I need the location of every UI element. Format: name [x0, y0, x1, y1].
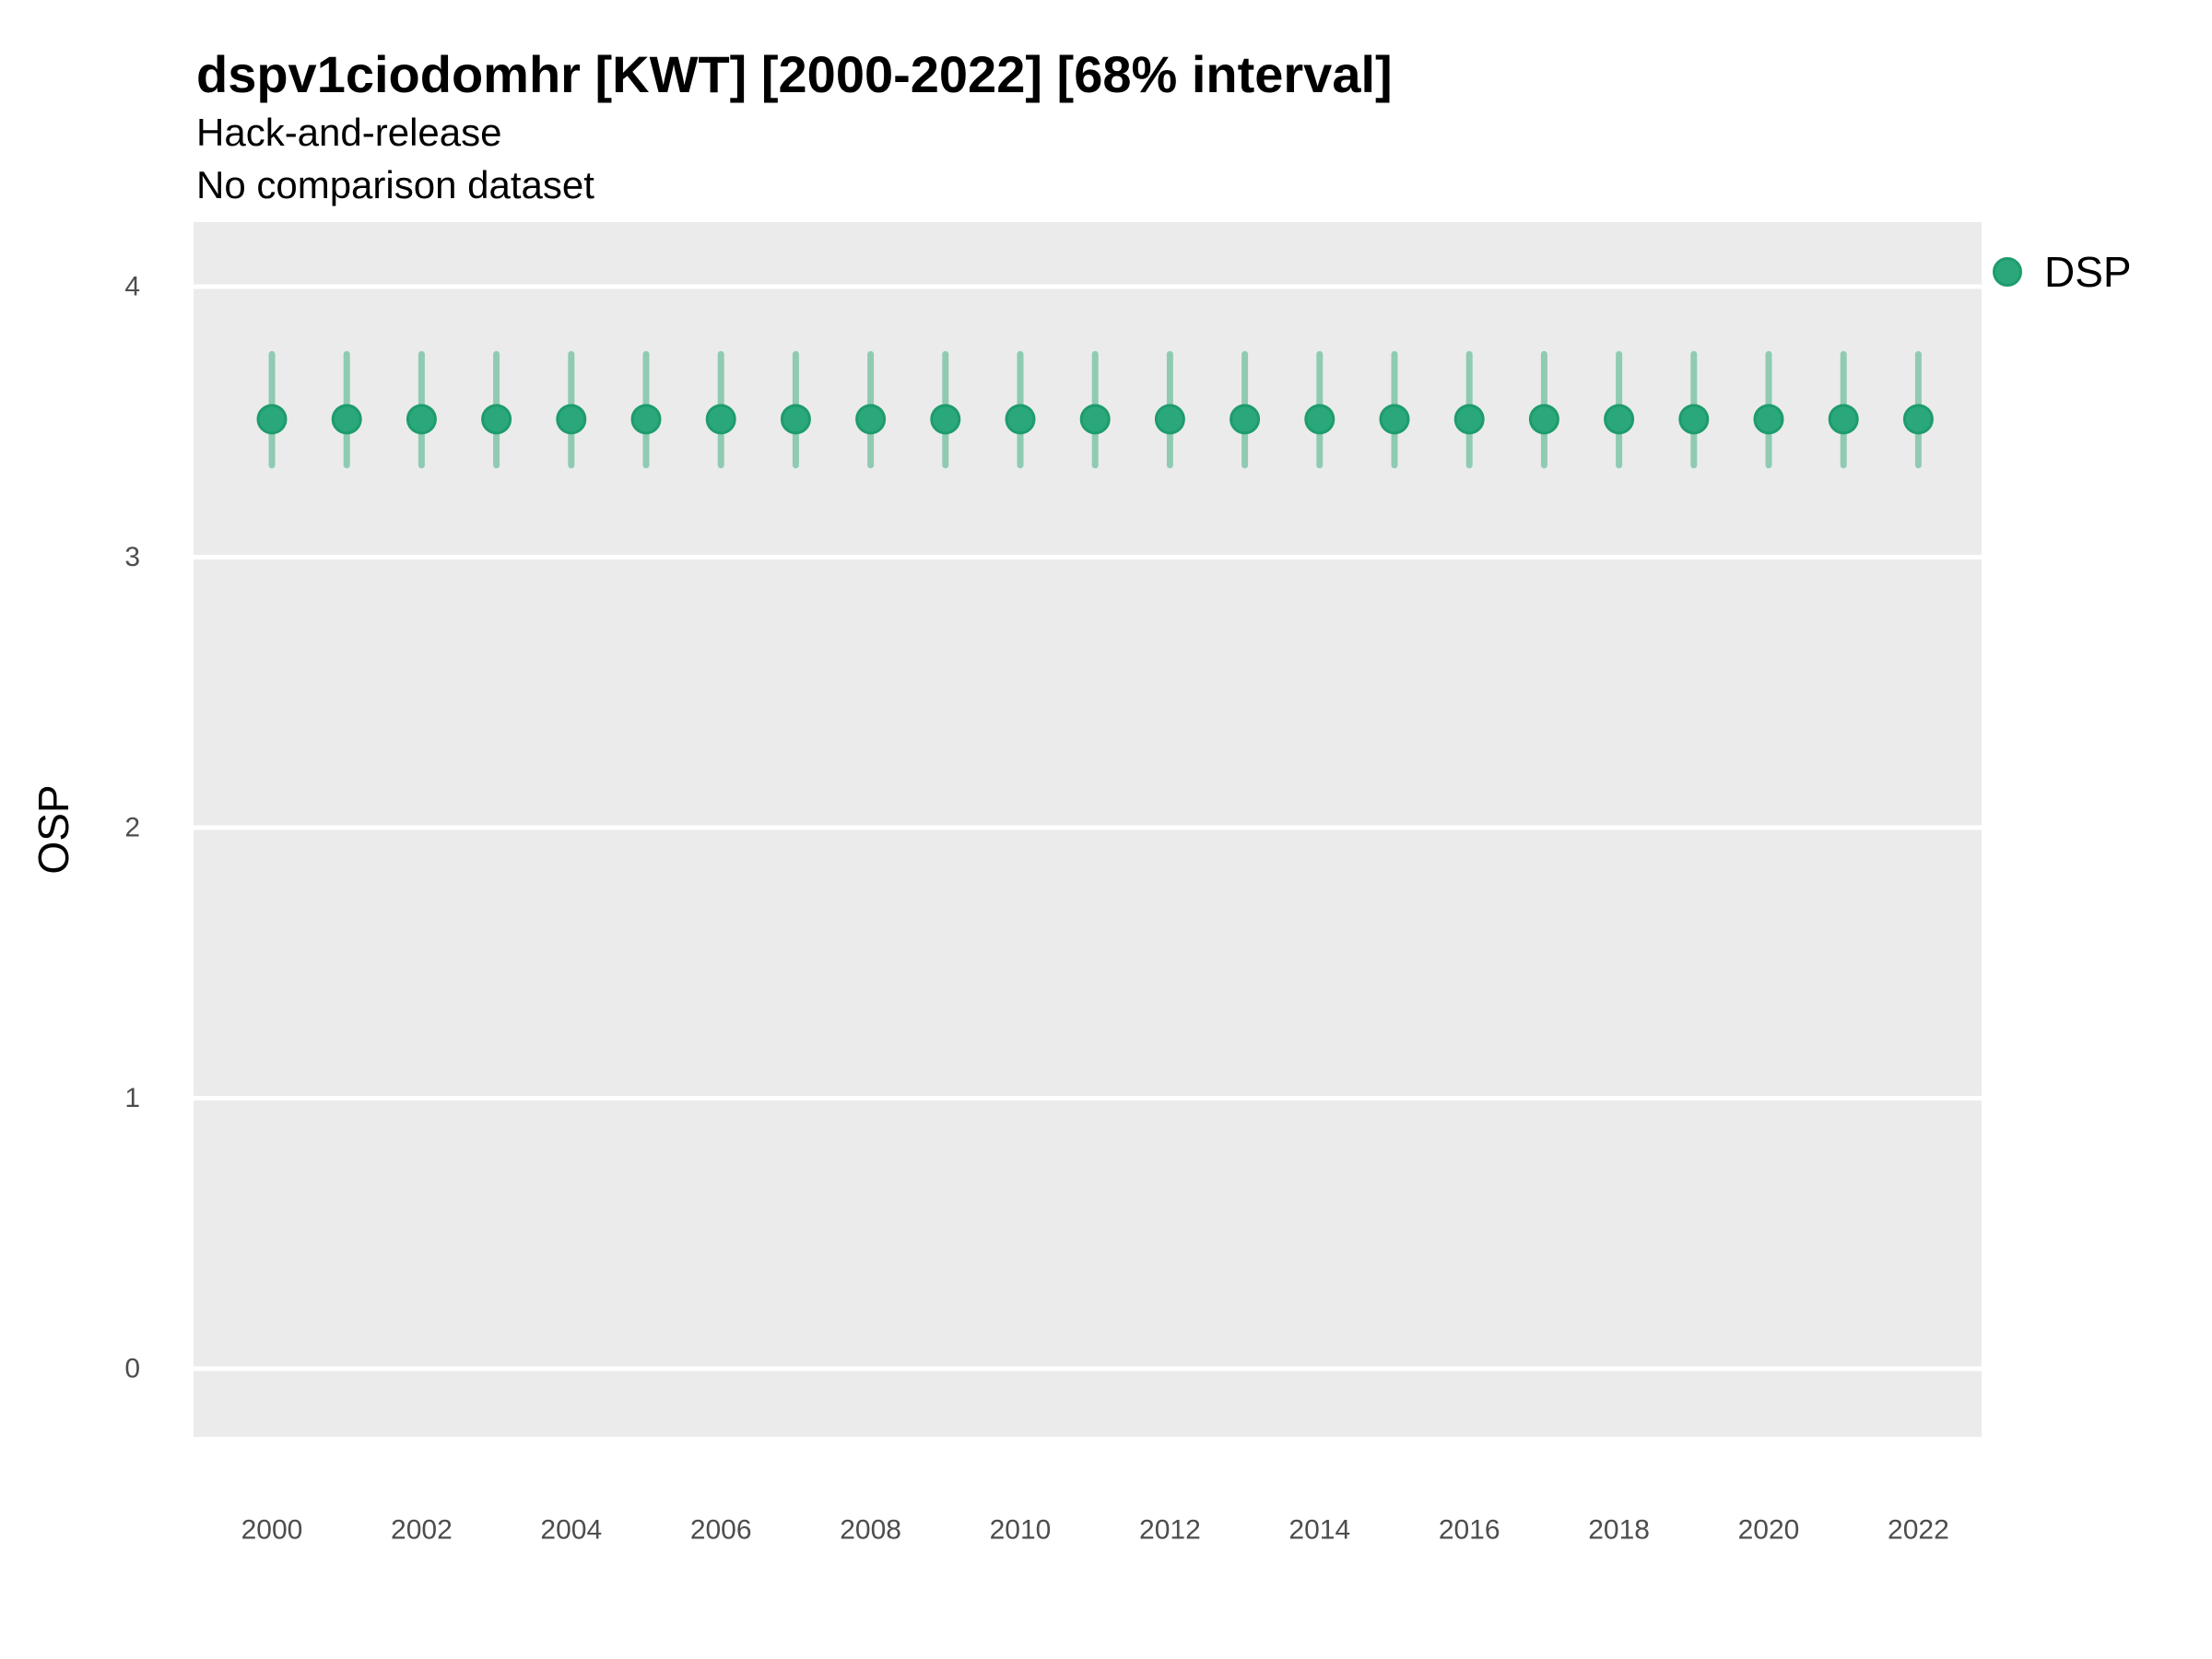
x-tick-label-2002: 2002 — [391, 1515, 453, 1546]
y-tick-label-4: 4 — [124, 272, 140, 302]
point-DSP-2005 — [630, 404, 662, 435]
point-DSP-2007 — [780, 404, 811, 435]
point-DSP-2011 — [1079, 404, 1111, 435]
x-tick-label-2014: 2014 — [1288, 1515, 1350, 1546]
x-tick-label-2016: 2016 — [1439, 1515, 1500, 1546]
point-DSP-2001 — [331, 404, 362, 435]
point-DSP-2021 — [1828, 404, 1859, 435]
x-tick-label-2020: 2020 — [1738, 1515, 1800, 1546]
point-DSP-2000 — [256, 404, 288, 435]
point-DSP-2002 — [406, 404, 437, 435]
x-tick-label-2018: 2018 — [1588, 1515, 1650, 1546]
y-tick-label-0: 0 — [124, 1354, 140, 1384]
y-axis-title: OSP — [29, 784, 77, 874]
x-tick-label-2022: 2022 — [1888, 1515, 1949, 1546]
point-DSP-2003 — [481, 404, 512, 435]
x-tick-label-2000: 2000 — [241, 1515, 303, 1546]
point-DSP-2014 — [1304, 404, 1335, 435]
y-tick-label-3: 3 — [124, 542, 140, 572]
legend-series-label: DSP — [2044, 248, 2132, 296]
point-DSP-2004 — [556, 404, 587, 435]
point-DSP-2020 — [1753, 404, 1784, 435]
y-tick-label-2: 2 — [124, 813, 140, 843]
x-tick-label-2010: 2010 — [990, 1515, 1052, 1546]
x-tick-label-2004: 2004 — [540, 1515, 602, 1546]
point-DSP-2008 — [855, 404, 887, 435]
point-DSP-2006 — [705, 404, 736, 435]
x-tick-label-2012: 2012 — [1139, 1515, 1201, 1546]
point-DSP-2009 — [930, 404, 961, 435]
point-DSP-2016 — [1453, 404, 1485, 435]
point-DSP-2010 — [1005, 404, 1036, 435]
chart-subtitle-line1: Hack-and-release — [196, 111, 502, 154]
point-DSP-2017 — [1528, 404, 1559, 435]
point-DSP-2018 — [1604, 404, 1635, 435]
chart-title: dspv1ciodomhr [KWT] [2000-2022] [68% int… — [196, 45, 1393, 103]
point-DSP-2019 — [1678, 404, 1710, 435]
y-tick-label-1: 1 — [124, 1083, 140, 1113]
chart-subtitle-line2: No comparison dataset — [196, 163, 594, 206]
legend-point-icon — [1993, 257, 2022, 287]
x-tick-label-2006: 2006 — [690, 1515, 752, 1546]
point-DSP-2012 — [1154, 404, 1185, 435]
point-DSP-2015 — [1379, 404, 1410, 435]
point-DSP-2022 — [1902, 404, 1934, 435]
point-DSP-2013 — [1230, 404, 1261, 435]
legend: DSP — [1993, 251, 2132, 293]
x-tick-label-2008: 2008 — [840, 1515, 901, 1546]
